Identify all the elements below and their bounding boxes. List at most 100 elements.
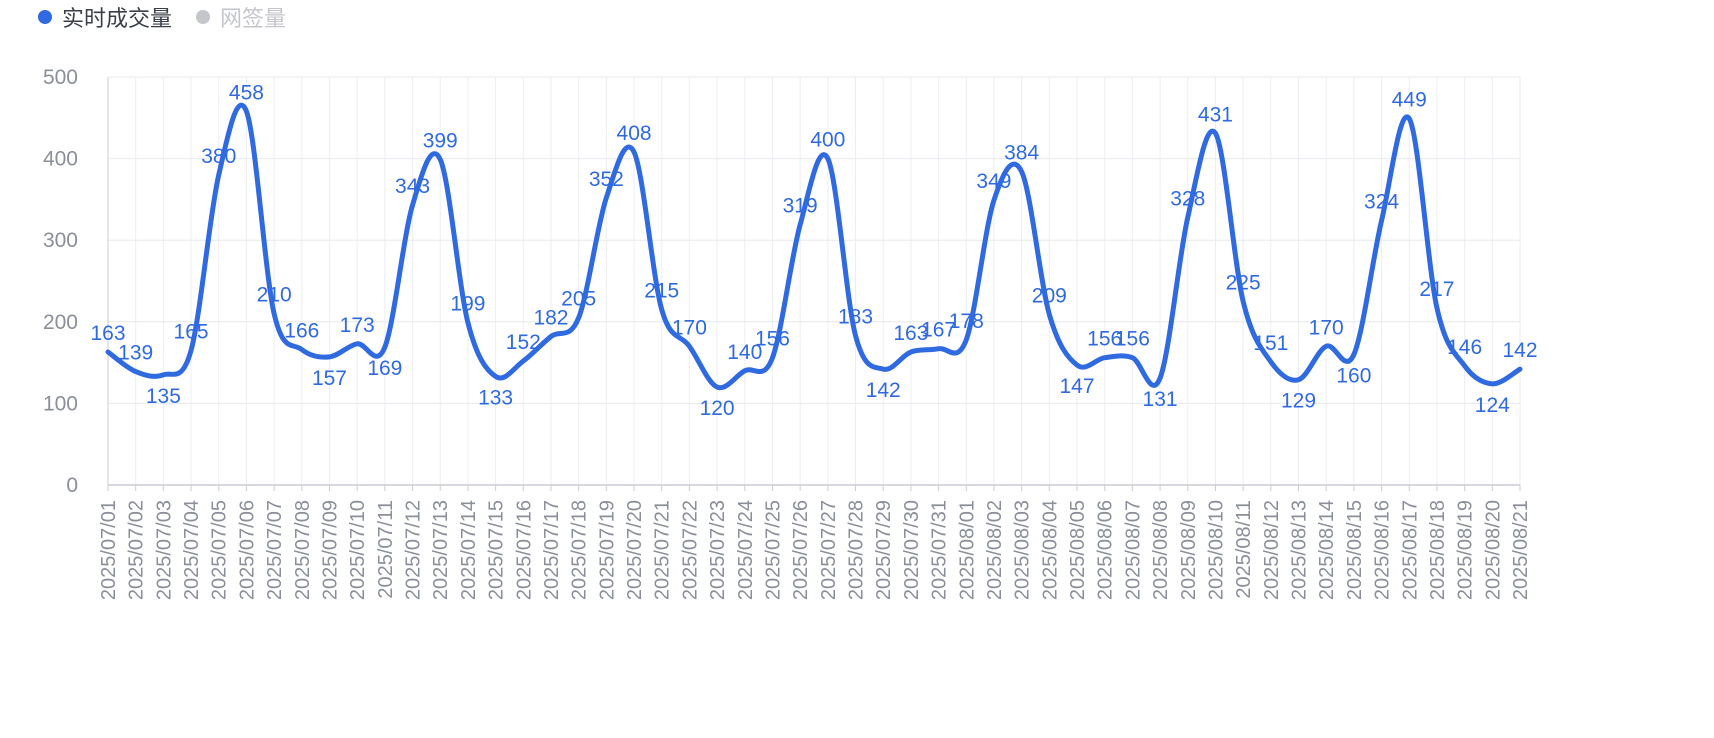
- x-tick-label: 2025/07/28: [846, 500, 868, 600]
- x-tick-label: 2025/07/25: [762, 500, 784, 600]
- data-label: 135: [146, 385, 181, 408]
- data-label: 343: [395, 175, 430, 198]
- data-label: 217: [1419, 278, 1454, 301]
- x-axis: 2025/07/01 2025/07/02 2025/07/03 2025/07/04…: [98, 484, 1532, 600]
- y-tick-label: 400: [43, 148, 78, 171]
- x-tick-label: 2025/07/07: [264, 500, 286, 600]
- data-label: 124: [1475, 394, 1510, 417]
- data-label: 160: [1336, 364, 1371, 387]
- x-tick-label: 2025/08/13: [1289, 500, 1311, 600]
- data-label: 449: [1392, 89, 1427, 112]
- data-label: 384: [1004, 142, 1039, 165]
- data-label: 400: [810, 129, 845, 152]
- y-tick-label: 0: [66, 474, 78, 497]
- x-tick-label: 2025/08/11: [1233, 500, 1255, 599]
- data-labels: 1631391351653804582101661571731693433991…: [90, 81, 1537, 420]
- x-tick-label: 2025/07/10: [347, 500, 369, 600]
- x-tick-label: 2025/07/04: [181, 500, 203, 600]
- x-tick-label: 2025/07/15: [486, 500, 508, 600]
- x-tick-label: 2025/08/01: [956, 500, 978, 600]
- x-tick-label: 2025/07/27: [818, 500, 840, 600]
- legend-item-signed-volume[interactable]: 网签量: [196, 1, 286, 33]
- x-tick-label: 2025/08/20: [1482, 500, 1504, 600]
- x-tick-label: 2025/08/15: [1344, 500, 1366, 600]
- x-tick-label: 2025/08/21: [1510, 500, 1532, 600]
- x-tick-label: 2025/08/03: [1012, 500, 1034, 600]
- data-label: 328: [1170, 187, 1205, 210]
- x-tick-label: 2025/08/09: [1178, 500, 1200, 600]
- x-tick-label: 2025/07/13: [430, 500, 452, 600]
- data-label: 151: [1253, 332, 1288, 355]
- data-label: 178: [949, 310, 984, 333]
- x-tick-label: 2025/08/18: [1427, 500, 1449, 600]
- x-tick-label: 2025/08/02: [984, 500, 1006, 600]
- x-tick-label: 2025/07/11: [375, 500, 397, 599]
- data-label: 156: [1087, 328, 1122, 351]
- data-label: 431: [1198, 103, 1233, 126]
- x-tick-label: 2025/08/14: [1316, 500, 1338, 600]
- data-label: 352: [589, 168, 624, 191]
- x-tick-label: 2025/07/22: [679, 500, 701, 600]
- legend-dot-icon: [38, 10, 52, 24]
- data-label: 163: [893, 322, 928, 345]
- data-label: 163: [90, 322, 125, 345]
- x-tick-label: 2025/07/08: [292, 500, 314, 600]
- data-label: 156: [1115, 328, 1150, 351]
- data-label: 133: [478, 386, 513, 409]
- series-group: [105, 102, 1523, 391]
- data-label: 169: [367, 357, 402, 380]
- x-tick-label: 2025/07/03: [153, 500, 175, 600]
- grid: [107, 76, 1521, 486]
- data-label: 166: [284, 320, 319, 343]
- data-label: 225: [1226, 271, 1261, 294]
- legend-dot-icon: [196, 10, 211, 24]
- data-label: 170: [672, 316, 707, 339]
- x-tick-label: 2025/07/17: [541, 500, 563, 600]
- legend-item-deal-volume[interactable]: 实时成交量: [38, 1, 172, 33]
- y-tick-label: 300: [43, 229, 78, 252]
- data-label: 131: [1143, 388, 1178, 411]
- x-tick-label: 2025/07/05: [209, 500, 231, 600]
- legend: 实时成交量 网签量: [38, 2, 286, 32]
- x-tick-label: 2025/07/01: [98, 500, 120, 600]
- x-tick-label: 2025/07/19: [596, 500, 618, 600]
- x-tick-label: 2025/08/06: [1095, 500, 1117, 600]
- x-tick-label: 2025/07/14: [458, 500, 480, 600]
- data-label: 173: [340, 314, 375, 337]
- x-tick-label: 2025/08/05: [1067, 500, 1089, 600]
- y-tick-label: 200: [43, 311, 78, 334]
- data-label: 408: [617, 122, 652, 145]
- x-tick-label: 2025/07/06: [236, 500, 258, 600]
- x-tick-label: 2025/07/30: [901, 500, 923, 600]
- data-label: 319: [783, 195, 818, 218]
- x-tick-label: 2025/07/12: [403, 500, 425, 600]
- x-tick-label: 2025/07/31: [929, 500, 951, 600]
- x-tick-label: 2025/08/10: [1205, 500, 1227, 600]
- x-tick-label: 2025/07/21: [652, 500, 674, 600]
- x-tick-label: 2025/08/07: [1122, 500, 1144, 600]
- data-label: 129: [1281, 390, 1316, 413]
- x-tick-label: 2025/07/23: [707, 500, 729, 600]
- data-label: 380: [201, 145, 236, 168]
- data-label: 324: [1364, 191, 1399, 214]
- data-label: 146: [1447, 336, 1482, 359]
- data-label: 142: [1502, 339, 1537, 362]
- data-label: 399: [423, 129, 458, 152]
- data-label: 182: [533, 306, 568, 329]
- data-label: 209: [1032, 284, 1067, 307]
- x-tick-label: 2025/07/02: [126, 500, 148, 600]
- data-label: 139: [118, 342, 153, 365]
- data-label: 157: [312, 367, 347, 390]
- data-label: 205: [561, 288, 596, 311]
- data-label: 349: [976, 170, 1011, 193]
- x-tick-label: 2025/07/09: [319, 500, 341, 600]
- x-tick-label: 2025/08/19: [1455, 500, 1477, 600]
- x-tick-label: 2025/07/26: [790, 500, 812, 600]
- x-tick-label: 2025/08/17: [1399, 500, 1421, 600]
- legend-label: 网签量: [220, 6, 287, 31]
- data-label: 156: [755, 328, 790, 351]
- x-tick-label: 2025/08/04: [1039, 500, 1061, 600]
- data-label: 199: [450, 293, 485, 316]
- data-label: 120: [700, 397, 735, 420]
